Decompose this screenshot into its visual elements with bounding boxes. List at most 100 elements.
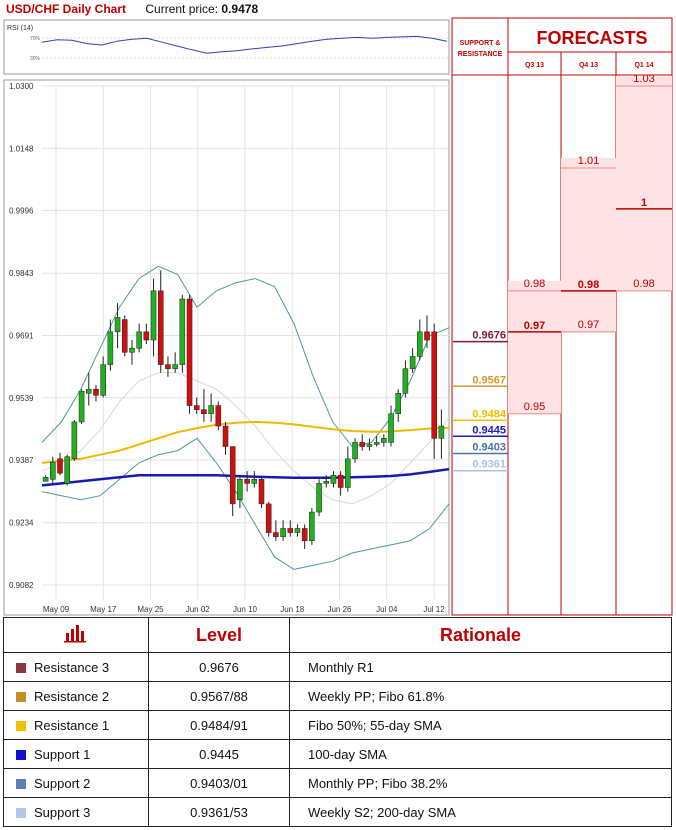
candle-body [129,347,135,353]
chart-title: USD/CHF Daily Chart [6,2,127,16]
candle-body [309,511,315,542]
candle-body [395,393,401,415]
level-value: 0.9567/88 [148,681,290,711]
sr-label-line1: SUPPORT & [459,40,501,47]
forecast-low-value: 0.95 [524,401,545,413]
candle-body [381,438,387,443]
levels-table-header: Level Rationale [3,617,672,653]
sma-55-line [41,420,450,464]
candle-body [359,442,366,447]
forecast-range-box [508,280,561,414]
bar-chart-icon [3,617,149,653]
current-price-value: 0.9478 [221,2,259,16]
candle-body [294,528,301,533]
candle-body [366,444,373,447]
rsi-lower-label: 30% [30,56,41,62]
level-name: Resistance 1 [3,710,149,740]
table-row: Support 2 0.9403/01 Monthly PP; Fibo 38.2% [3,768,672,798]
y-tick-label: 0.9843 [9,269,34,278]
candle-body [337,474,344,488]
price-level-label: 0.9484 [472,408,507,420]
candle-body [64,456,70,484]
level-name: Resistance 3 [3,652,149,682]
candle-body [186,298,193,406]
x-axis-ticks: May 09 May 17 May 25 Jun 02 Jun 10 Jun 18 Jun … [43,605,445,614]
level-name: Resistance 2 [3,681,149,711]
level-rationale: Monthly PP; Fibo 38.2% [289,768,672,798]
candle-body [265,503,272,533]
x-tick-label: Jun 10 [233,605,258,614]
table-row: Resistance 2 0.9567/88 Weekly PP; Fibo 61.… [3,681,672,711]
level-value: 0.9361/53 [148,797,290,827]
price-level-label: 0.9676 [472,330,506,342]
candle-body [86,388,92,394]
candle-body [345,458,351,488]
y-tick-label: 0.9234 [9,519,34,528]
candle-body [280,528,286,537]
candle-body [107,331,114,365]
candle-body [409,356,416,369]
candle-body [193,405,200,410]
candle-body [121,319,128,353]
chart-header: USD/CHF Daily Chart Current price: 0.947… [6,2,258,16]
forecast-low-value: 0.97 [578,319,599,331]
level-color-swatch [16,807,26,818]
support-resistance-levels: 0.9676 0.9567 0.9484 0.9445 0.9403 0.9361 [453,330,508,472]
level-name-text: Support 2 [34,775,91,791]
candle-body [143,331,150,341]
candle-body [150,290,157,341]
x-tick-label: May 09 [43,605,70,614]
candle-body [352,442,358,460]
candle-body [157,290,164,365]
candle-body [78,390,85,423]
rsi-label: RSI (14) [7,25,33,32]
forecast-column-label: Q4 13 [579,62,598,69]
level-rationale: Weekly PP; Fibo 61.8% [289,681,672,711]
level-value: 0.9676 [148,652,290,682]
forecast-column-label: Q1 14 [634,62,653,69]
y-tick-label: 0.9387 [9,456,34,465]
candle-body [215,405,222,427]
y-tick-label: 0.9691 [9,332,34,341]
bollinger-upper [41,265,450,448]
x-tick-label: Jun 18 [280,605,305,614]
level-value: 0.9484/91 [148,710,290,740]
level-column-header: Level [148,617,290,653]
candle-body [165,364,171,369]
level-color-swatch [16,691,26,702]
candle-body [71,421,78,460]
rsi-panel: RSI (14) 70% 30% [3,19,450,75]
level-rationale: Monthly R1 [289,652,672,682]
table-row: Resistance 1 0.9484/91 Fibo 50%; 55-day SM… [3,710,672,740]
level-rationale: Fibo 50%; 55-day SMA [289,710,672,740]
candle-body [179,298,186,365]
level-color-swatch [16,778,26,789]
candle-body [100,364,106,396]
level-name: Support 1 [3,739,149,769]
candle-body [201,409,207,415]
level-value: 0.9403/01 [148,768,290,798]
price-level-label: 0.9445 [472,424,506,436]
level-name-text: Resistance 3 [34,659,110,675]
candle-body [114,317,121,333]
candle-body [316,483,322,513]
candle-body [424,331,430,341]
candle-body [42,477,49,482]
candle-body [273,532,279,537]
table-row: Support 1 0.9445 100-day SMA [3,739,672,769]
price-level-label: 0.9403 [472,441,506,453]
forecasts-title: FORECASTS [536,28,648,48]
level-rationale: 100-day SMA [289,739,672,769]
candle-body [373,442,380,445]
level-color-swatch [16,720,26,731]
y-axis-ticks: 1.0300 1.0148 0.9996 0.9843 0.9691 0.9539 0.93… [9,82,34,590]
forecast-low-value: 0.98 [633,278,654,290]
y-tick-label: 0.9996 [9,207,34,216]
forecast-mid-value: 0.97 [524,320,545,332]
level-name-text: Support 3 [34,804,91,820]
candle-body [287,528,294,533]
y-tick-label: 1.0300 [9,82,34,91]
candle-body [402,368,409,394]
candle-body [323,481,330,484]
level-color-swatch [16,662,26,673]
